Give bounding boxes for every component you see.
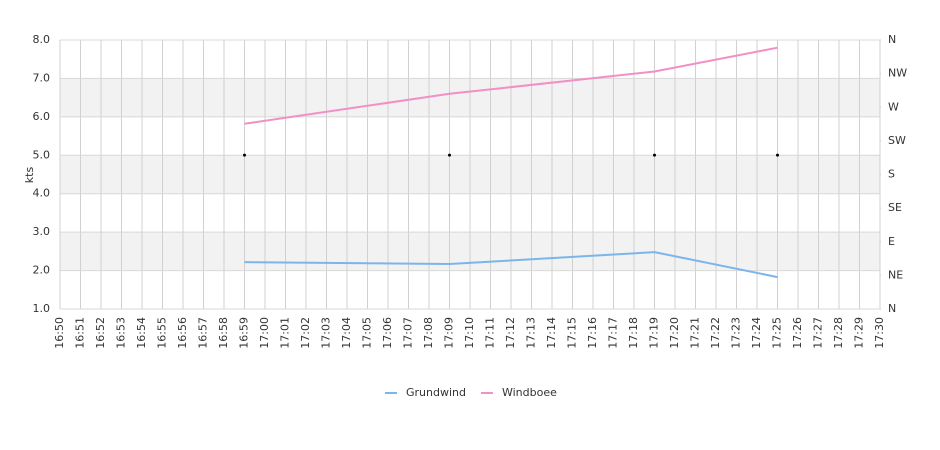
x-tick-label: 17:07 [402, 317, 415, 349]
y2-tick-label: N [888, 302, 896, 315]
series-line [244, 46, 778, 125]
x-tick-label: 16:59 [238, 317, 251, 349]
y2-tick-label: SW [888, 134, 906, 147]
x-tick-label: 16:53 [115, 317, 128, 349]
x-tick-label: 17:16 [586, 317, 599, 349]
x-tick-label: 16:58 [217, 317, 230, 349]
x-tick-label: 17:18 [627, 317, 640, 349]
x-tick-label: 16:55 [156, 317, 169, 349]
x-tick-label: 17:09 [443, 317, 456, 349]
y2-tick-label: S [888, 168, 895, 181]
x-tick-label: 17:19 [648, 317, 661, 349]
x-tick-label: 17:21 [689, 317, 702, 349]
x-tick-label: 17:06 [381, 317, 394, 349]
y2-tick-label: N [888, 33, 896, 46]
y-tick-label: 5.0 [33, 148, 51, 161]
x-tick-label: 17:23 [730, 317, 743, 349]
x-tick-label: 17:17 [607, 317, 620, 349]
x-tick-label: 17:22 [709, 317, 722, 349]
y-axis-label: kts [23, 167, 36, 184]
x-tick-label: 17:27 [812, 317, 825, 349]
x-tick-label: 17:01 [279, 317, 292, 349]
series-line [244, 251, 778, 279]
direction-marker [448, 153, 451, 157]
y-tick-label: 8.0 [33, 33, 51, 46]
x-tick-label: 17:24 [750, 317, 763, 349]
x-tick-label: 17:03 [320, 317, 333, 349]
y2-tick-label: NE [888, 268, 903, 281]
x-tick-label: 17:08 [422, 317, 435, 349]
legend-label: Grundwind [406, 386, 466, 399]
x-tick-label: 16:51 [74, 317, 87, 349]
x-tick-label: 16:52 [94, 317, 107, 349]
x-tick-label: 17:29 [853, 317, 866, 349]
x-tick-label: 17:28 [832, 317, 845, 349]
x-tick-label: 17:10 [463, 317, 476, 349]
direction-marker [776, 153, 779, 157]
y2-tick-label: NW [888, 67, 907, 80]
y2-tick-label: E [888, 235, 895, 248]
x-tick-label: 16:50 [53, 317, 66, 349]
x-tick-label: 17:30 [873, 317, 886, 349]
x-tick-label: 16:56 [176, 317, 189, 349]
x-tick-label: 17:00 [258, 317, 271, 349]
x-tick-label: 17:05 [361, 317, 374, 349]
x-tick-label: 17:13 [525, 317, 538, 349]
x-tick-label: 17:04 [340, 317, 353, 349]
y-tick-label: 4.0 [33, 187, 51, 200]
y-tick-label: 3.0 [33, 225, 51, 238]
x-tick-label: 17:26 [791, 317, 804, 349]
direction-marker [243, 153, 246, 157]
x-tick-label: 17:02 [299, 317, 312, 349]
y-tick-label: 2.0 [33, 264, 51, 277]
x-tick-label: 17:14 [545, 317, 558, 349]
y-tick-label: 7.0 [33, 71, 51, 84]
y-tick-label: 1.0 [33, 302, 51, 315]
y-tick-label: 6.0 [33, 110, 51, 123]
y2-tick-label: W [888, 100, 899, 113]
x-tick-label: 17:15 [566, 317, 579, 349]
legend-label: Windboee [502, 386, 557, 399]
x-tick-label: 17:20 [668, 317, 681, 349]
x-tick-label: 17:12 [504, 317, 517, 349]
y2-tick-label: SE [888, 201, 902, 214]
direction-marker [653, 153, 656, 157]
x-tick-label: 17:11 [484, 317, 497, 349]
x-tick-label: 16:54 [135, 317, 148, 349]
x-tick-label: 16:57 [197, 317, 210, 349]
x-tick-label: 17:25 [771, 317, 784, 349]
